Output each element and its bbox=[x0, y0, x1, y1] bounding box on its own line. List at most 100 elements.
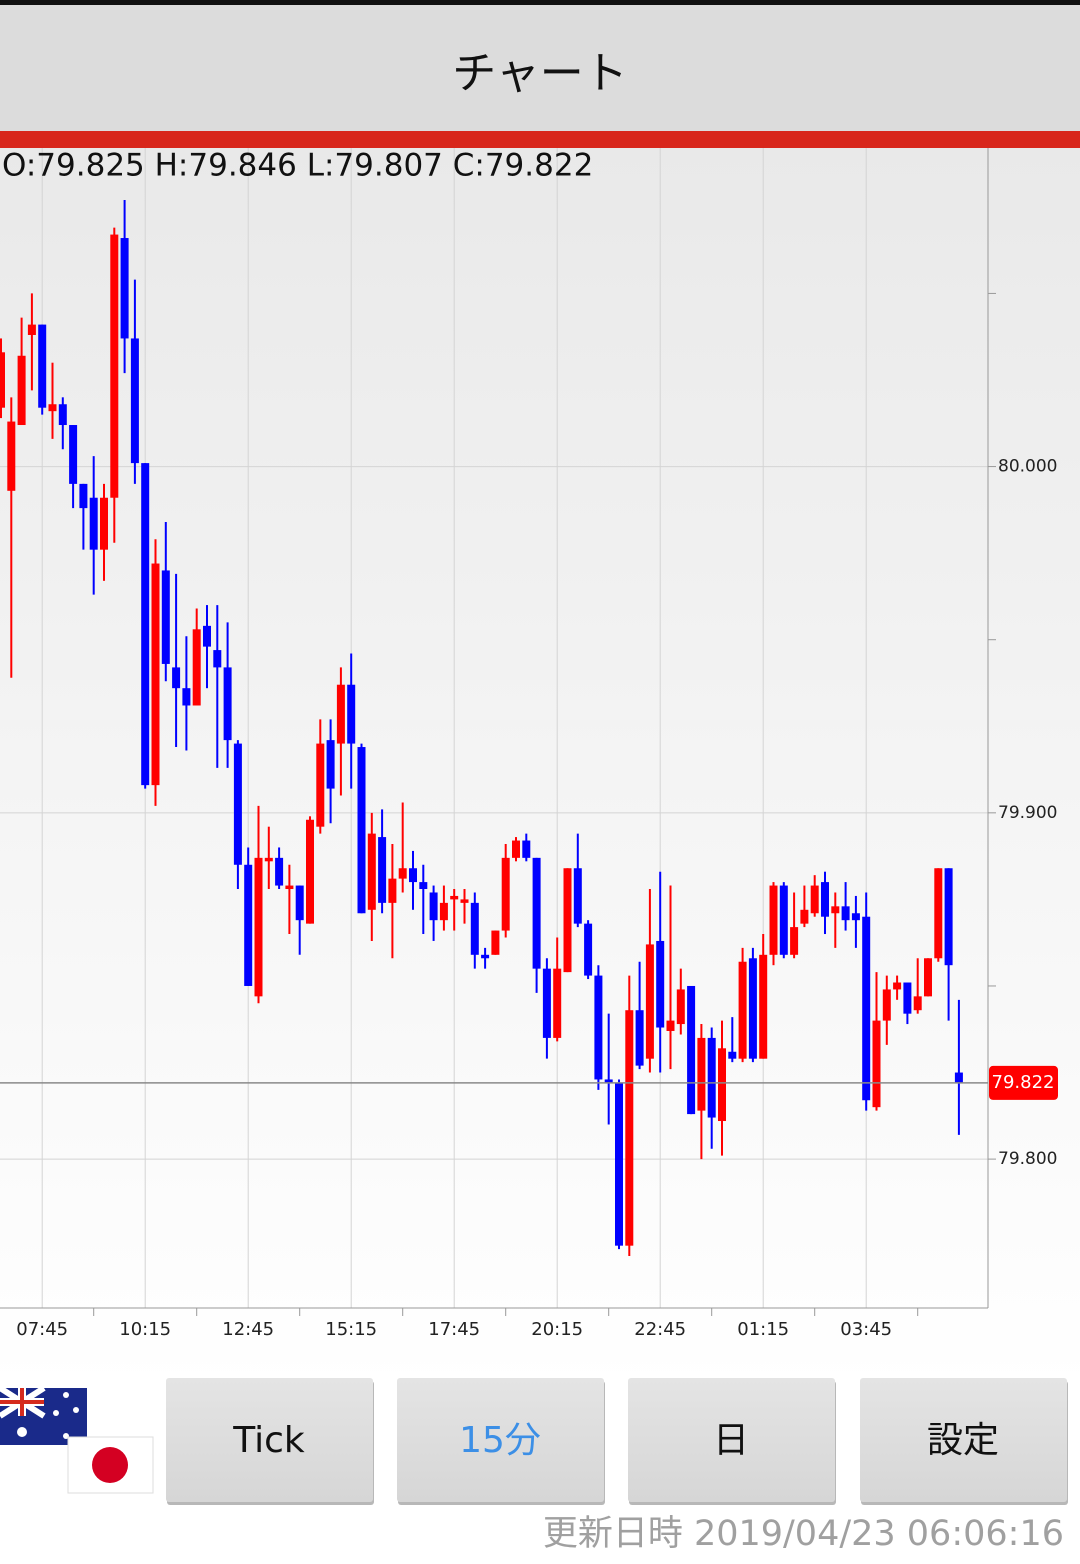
candle-body bbox=[748, 958, 757, 1059]
candle-body bbox=[192, 629, 201, 706]
candle-body bbox=[934, 868, 943, 959]
button-face bbox=[397, 1378, 604, 1502]
flag-au-star bbox=[63, 1392, 69, 1398]
candle-body bbox=[7, 421, 16, 491]
period-button[interactable]: 日 bbox=[628, 1378, 836, 1505]
status-bar bbox=[0, 0, 1080, 5]
candle-body bbox=[38, 324, 47, 408]
candle-body bbox=[27, 324, 36, 335]
candle-body bbox=[357, 747, 366, 914]
candle-body bbox=[532, 857, 541, 969]
candle-body bbox=[275, 857, 284, 886]
candle-body bbox=[676, 989, 685, 1025]
ohlc-readout: O:79.825 H:79.846 L:79.807 C:79.822 bbox=[2, 148, 593, 184]
y-tick-label: 79.800 bbox=[998, 1149, 1057, 1169]
candle-body bbox=[409, 868, 417, 883]
candle-body bbox=[182, 688, 191, 706]
candle-body bbox=[697, 1037, 706, 1111]
period-button[interactable]: Tick bbox=[166, 1378, 374, 1505]
y-tick-label: 80.000 bbox=[998, 457, 1057, 477]
candle-body bbox=[563, 868, 572, 973]
chart-background bbox=[0, 148, 1080, 1388]
candle-body bbox=[326, 740, 335, 789]
candle-body bbox=[635, 1010, 644, 1066]
x-tick-label: 07:45 bbox=[16, 1319, 68, 1340]
candle-body bbox=[594, 975, 603, 1080]
candle-body bbox=[100, 497, 108, 550]
candle-body bbox=[738, 961, 747, 1059]
candle-body bbox=[213, 650, 222, 668]
last-price-label: 79.822 bbox=[992, 1072, 1055, 1093]
button-label: Tick bbox=[232, 1420, 305, 1461]
candle-body bbox=[872, 1020, 881, 1108]
app-title: チャート bbox=[452, 48, 628, 99]
candle-body bbox=[203, 625, 211, 647]
candle-body bbox=[429, 892, 438, 921]
app-bar bbox=[0, 5, 1080, 131]
candle-body bbox=[584, 923, 593, 976]
candle-body bbox=[944, 868, 953, 966]
candle-body bbox=[501, 857, 510, 931]
x-tick-label: 17:45 bbox=[428, 1319, 480, 1340]
candle-body bbox=[347, 684, 356, 744]
x-tick-label: 22:45 bbox=[634, 1319, 686, 1340]
candle-body bbox=[172, 667, 181, 689]
accent-bar bbox=[0, 131, 1080, 148]
candle-body bbox=[306, 819, 314, 924]
candle-body bbox=[316, 743, 325, 827]
candle-body bbox=[120, 238, 129, 339]
candle-body bbox=[821, 882, 829, 917]
candle-body bbox=[522, 840, 531, 858]
candle-body bbox=[687, 985, 696, 1115]
flag-au-cross bbox=[0, 1388, 44, 1416]
last-price-tag bbox=[989, 1065, 1058, 1100]
chart: 79.800 79.900 80.000 07:45 10:15 12:45 15:15 17… bbox=[0, 148, 1058, 1340]
candle-body bbox=[779, 885, 788, 955]
x-tick-label: 15:15 bbox=[325, 1319, 377, 1340]
candle-body bbox=[656, 940, 665, 1028]
period-button[interactable]: 15分 bbox=[397, 1378, 605, 1505]
candle-body bbox=[553, 968, 562, 1038]
button-label: 日 bbox=[713, 1420, 749, 1461]
period-button[interactable]: 設定 bbox=[860, 1378, 1068, 1505]
candle-body bbox=[460, 899, 469, 903]
candle-body bbox=[223, 667, 232, 741]
candle-body bbox=[604, 1079, 613, 1083]
candle-body bbox=[388, 878, 397, 903]
candle-body bbox=[491, 930, 500, 955]
candle-body bbox=[419, 882, 428, 890]
candle-body bbox=[512, 840, 520, 858]
candle-body bbox=[893, 982, 902, 990]
candle-body bbox=[0, 352, 5, 408]
candle-body bbox=[841, 906, 850, 921]
candle-body bbox=[439, 902, 448, 921]
candle-body bbox=[707, 1037, 716, 1118]
x-tick-label: 03:45 bbox=[840, 1319, 892, 1340]
candle-body bbox=[573, 868, 582, 924]
candle-body bbox=[48, 404, 57, 412]
button-label: 設定 bbox=[927, 1420, 999, 1461]
candle-body bbox=[831, 906, 840, 914]
candle-body bbox=[367, 833, 376, 910]
candle-body bbox=[769, 885, 778, 955]
candle-body bbox=[17, 355, 26, 426]
button-face bbox=[166, 1378, 373, 1502]
candle-body bbox=[110, 234, 119, 498]
candle-body bbox=[336, 684, 345, 744]
candle-body bbox=[718, 1048, 726, 1122]
candle-body bbox=[264, 857, 273, 862]
candle-body bbox=[862, 916, 871, 1101]
candle-body bbox=[625, 1010, 634, 1246]
candle-body bbox=[481, 954, 490, 959]
candle-body bbox=[913, 996, 922, 1011]
currency-pair-flags[interactable] bbox=[0, 1385, 154, 1494]
candle-body bbox=[254, 857, 263, 997]
candle-body bbox=[645, 944, 654, 1059]
button-face bbox=[860, 1378, 1067, 1502]
updated-time: 更新日時 2019/04/23 06:06:16 bbox=[543, 1514, 1064, 1554]
candle-body bbox=[615, 1082, 623, 1246]
candle-body bbox=[810, 885, 819, 914]
x-tick-label: 01:15 bbox=[737, 1319, 789, 1340]
candle-body bbox=[285, 885, 294, 890]
